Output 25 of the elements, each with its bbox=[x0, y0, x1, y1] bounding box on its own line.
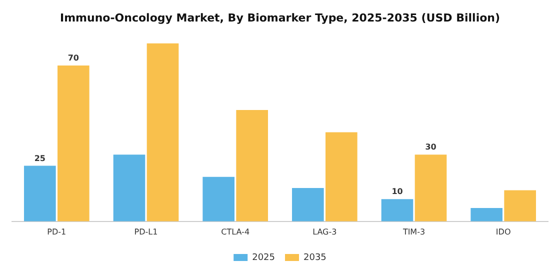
bar bbox=[58, 65, 90, 222]
bar bbox=[236, 110, 268, 222]
legend-label: 2035 bbox=[304, 252, 326, 263]
x-tick-label: PD-1 bbox=[47, 227, 66, 236]
x-tick-label: IDO bbox=[496, 227, 511, 236]
bar bbox=[414, 154, 447, 222]
bar bbox=[24, 166, 56, 222]
x-tick-label: CTLA-4 bbox=[221, 227, 250, 236]
data-label: 70 bbox=[68, 54, 80, 63]
bar bbox=[146, 43, 179, 222]
bar bbox=[292, 188, 324, 222]
bar bbox=[202, 176, 234, 222]
bar bbox=[504, 190, 536, 222]
data-label: 25 bbox=[34, 154, 46, 163]
bar bbox=[470, 208, 502, 222]
x-tick-label: PD-L1 bbox=[134, 227, 158, 236]
chart-title: Immuno-Oncology Market, By Biomarker Type, 2025-2035 (USD Billion) bbox=[60, 11, 500, 24]
bar bbox=[113, 154, 146, 222]
data-label: 30 bbox=[425, 142, 437, 152]
bar bbox=[326, 132, 358, 222]
x-tick-label: LAG-3 bbox=[312, 227, 337, 236]
bar bbox=[381, 199, 414, 222]
x-tick-label: TIM-3 bbox=[402, 227, 426, 236]
data-label: 10 bbox=[392, 187, 404, 196]
legend-label: 2025 bbox=[252, 252, 275, 263]
